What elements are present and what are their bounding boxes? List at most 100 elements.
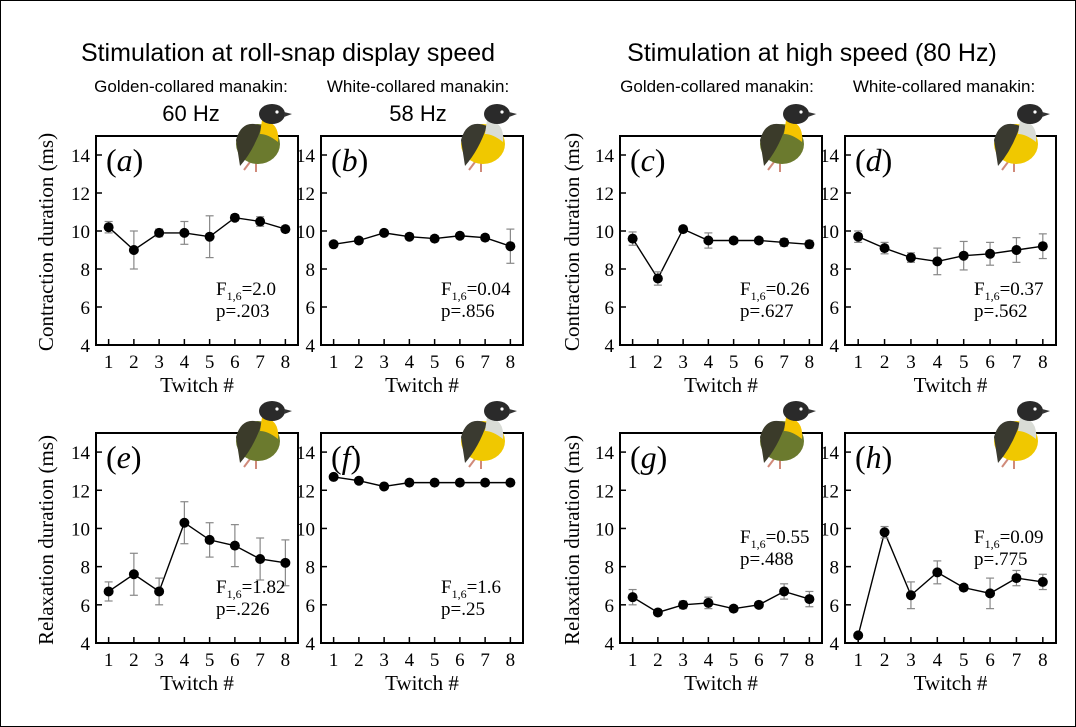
panel-g-panel-letter: (g) bbox=[630, 439, 667, 475]
panel-e-data-point bbox=[103, 586, 114, 597]
panel-b-xtick-label: 7 bbox=[480, 352, 490, 373]
panel-d-data-point bbox=[879, 243, 890, 254]
panel-b-ytick-label: 12 bbox=[296, 184, 315, 205]
panel-a-xtick-label: 7 bbox=[255, 352, 265, 373]
panel-e-xlabel: Twitch # bbox=[160, 671, 234, 695]
panel-b-ytick-label: 14 bbox=[296, 146, 316, 167]
panel-d-bird-head bbox=[1017, 104, 1043, 124]
panel-f-bird-throat bbox=[485, 417, 504, 439]
panel-e-bird-beak bbox=[284, 409, 292, 414]
panel-a-frame bbox=[95, 135, 299, 346]
ylabel-contraction-left: Contraction duration (ms) bbox=[34, 133, 58, 351]
panel-c-xlabel: Twitch # bbox=[684, 373, 758, 397]
panel-g-bird-beak bbox=[808, 409, 816, 414]
panel-e-panel-letter: (e) bbox=[106, 439, 142, 475]
panel-d-bird-beak bbox=[1042, 112, 1050, 117]
panel-c-panel-letter: (c) bbox=[630, 142, 666, 178]
left-group-title: Stimulation at roll-snap display speed bbox=[81, 39, 495, 67]
panel-b-stat-p: p=.856 bbox=[441, 301, 494, 322]
panel-e-data-point bbox=[204, 534, 215, 545]
panel-c-data-point bbox=[678, 224, 689, 235]
panel-f-data-point bbox=[429, 477, 440, 488]
panel-f-stat-f: F1,6=1.6 bbox=[441, 577, 501, 601]
panel-d-bird-wing bbox=[994, 123, 1020, 166]
panel-a-bird-wing bbox=[236, 123, 262, 166]
species-label-golden-right: Golden-collared manakin: bbox=[620, 77, 814, 96]
panel-f-data-point bbox=[353, 475, 364, 486]
ylabel-relaxation-right: Relaxation duration (ms) bbox=[560, 435, 584, 645]
panel-d-bird-throat bbox=[1018, 120, 1037, 142]
panel-e-data-point bbox=[154, 586, 165, 597]
panel-b-bird-illustration bbox=[461, 104, 517, 172]
panel-a-ytick-label: 6 bbox=[81, 298, 91, 319]
panel-g-ytick-label: 8 bbox=[605, 558, 615, 579]
panel-f-bird-beak bbox=[509, 409, 517, 414]
right-group-title: Stimulation at high speed (80 Hz) bbox=[627, 39, 997, 67]
panel-h-data-point bbox=[985, 588, 996, 599]
panel-e-data-point bbox=[128, 569, 139, 580]
panel-a-bird-beak bbox=[284, 112, 292, 117]
panel-c-ytick-label: 8 bbox=[605, 260, 615, 281]
panel-d-ytick-label: 4 bbox=[830, 336, 840, 357]
panel-a-panel-letter: (a) bbox=[106, 142, 143, 178]
panel-f-bird-eye bbox=[500, 407, 504, 411]
panel-e-xtick-label: 7 bbox=[255, 650, 265, 671]
panel-d-ytick-label: 12 bbox=[820, 184, 839, 205]
panel-h-xtick-label: 4 bbox=[933, 650, 943, 671]
panel-f-ytick-label: 12 bbox=[296, 481, 315, 502]
panel-g-ytick-label: 14 bbox=[595, 443, 615, 464]
panel-e-bird-head bbox=[259, 401, 285, 421]
panel-c-xtick-label: 4 bbox=[704, 352, 714, 373]
panel-a-xtick-label: 3 bbox=[154, 352, 164, 373]
panel-c-data-point bbox=[703, 235, 714, 246]
panel-b-stat-f: F1,6=0.04 bbox=[441, 279, 511, 303]
panel-g-stat-p: p=.488 bbox=[740, 549, 793, 570]
panel-h-xtick-label: 8 bbox=[1038, 650, 1048, 671]
panel-e-stat-f: F1,6=1.82 bbox=[216, 577, 286, 601]
panel-f-stat-p: p=.25 bbox=[441, 599, 485, 620]
panel-a-xtick-label: 6 bbox=[230, 352, 240, 373]
panel-f-ytick-label: 14 bbox=[296, 443, 316, 464]
panel-a-data-point bbox=[204, 231, 215, 242]
panel-e-bird-eye bbox=[275, 407, 279, 411]
panel-h-bird-head bbox=[1017, 401, 1043, 421]
panel-c-bird-eye bbox=[799, 110, 803, 114]
panel-h-ytick-label: 14 bbox=[820, 443, 840, 464]
species-label-white-left: White-collared manakin: bbox=[327, 77, 509, 96]
panel-h-ytick-label: 12 bbox=[820, 481, 839, 502]
panel-f-xtick-label: 8 bbox=[506, 650, 516, 671]
panel-c-bird-beak bbox=[808, 112, 816, 117]
panel-h-frame bbox=[844, 432, 1057, 644]
panel-h-data-point bbox=[932, 567, 943, 578]
panel-e-data-point bbox=[229, 540, 240, 551]
panel-h-ytick-label: 8 bbox=[830, 558, 840, 579]
panel-h-ytick-label: 4 bbox=[830, 634, 840, 655]
panel-g-data-point bbox=[678, 599, 689, 610]
panel-b-xtick-label: 5 bbox=[430, 352, 440, 373]
panel-d-stat-f: F1,6=0.37 bbox=[974, 279, 1044, 303]
panel-a-ytick-label: 8 bbox=[81, 260, 91, 281]
panel-e-xtick-label: 5 bbox=[205, 650, 215, 671]
panel-d-ytick-label: 10 bbox=[820, 222, 839, 243]
panel-g-xtick-label: 7 bbox=[779, 650, 789, 671]
panel-h-ytick-label: 6 bbox=[830, 596, 840, 617]
panel-d-xtick-label: 1 bbox=[853, 352, 863, 373]
panel-d-xtick-label: 5 bbox=[959, 352, 969, 373]
panel-h-xtick-label: 1 bbox=[853, 650, 863, 671]
panel-h-data-point bbox=[958, 582, 969, 593]
panel-e-xtick-label: 6 bbox=[230, 650, 240, 671]
panel-f-ytick-label: 10 bbox=[296, 519, 315, 540]
panel-b-data-point bbox=[404, 231, 415, 242]
panel-e-ytick-label: 12 bbox=[71, 481, 90, 502]
panel-f-bird-wing bbox=[461, 420, 487, 463]
panel-f-xtick-label: 6 bbox=[455, 650, 465, 671]
panel-c-xtick-label: 7 bbox=[779, 352, 789, 373]
panel-d-frame bbox=[844, 135, 1057, 346]
freq-label-golden: 60 Hz bbox=[162, 101, 219, 126]
panel-c-stat-p: p=.627 bbox=[740, 301, 793, 322]
